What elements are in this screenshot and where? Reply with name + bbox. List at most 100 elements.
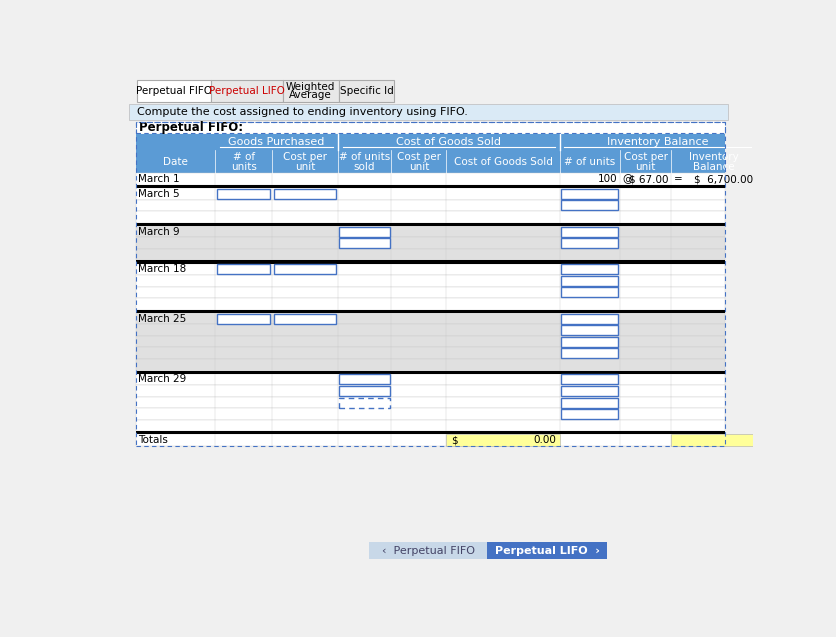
Bar	[273, 264, 336, 275]
Bar	[135, 134, 724, 150]
Bar	[273, 189, 336, 199]
Bar	[339, 397, 390, 408]
Bar	[560, 189, 618, 199]
Bar	[217, 189, 270, 199]
Bar	[211, 80, 283, 102]
Text: Perpetual FIFO:: Perpetual FIFO:	[139, 121, 242, 134]
Text: March 25: March 25	[138, 313, 186, 324]
Bar	[487, 542, 606, 559]
Text: Date: Date	[163, 157, 188, 167]
Text: March 9: March 9	[138, 227, 180, 236]
Bar	[446, 434, 559, 446]
Bar	[135, 374, 724, 385]
Bar	[560, 287, 618, 297]
Text: Balance: Balance	[691, 162, 733, 171]
Bar	[560, 386, 618, 396]
Bar	[560, 348, 618, 358]
Text: Weighted: Weighted	[286, 82, 335, 92]
Text: Perpetual FIFO: Perpetual FIFO	[135, 86, 212, 96]
Bar	[560, 276, 618, 286]
Text: Inventory: Inventory	[688, 152, 737, 162]
Bar	[273, 313, 336, 324]
Bar	[135, 313, 724, 324]
Text: units: units	[231, 162, 257, 171]
Bar	[135, 185, 724, 188]
Text: Cost per: Cost per	[283, 152, 327, 162]
Bar	[135, 238, 724, 249]
Text: sold: sold	[354, 162, 375, 171]
Text: Compute the cost assigned to ending inventory using FIFO.: Compute the cost assigned to ending inve…	[137, 107, 467, 117]
Text: March 1: March 1	[138, 175, 180, 184]
Text: Average: Average	[289, 90, 332, 100]
Text: Perpetual LIFO: Perpetual LIFO	[209, 86, 284, 96]
Bar	[560, 375, 618, 385]
Text: # of units: # of units	[339, 152, 390, 162]
Text: March 18: March 18	[138, 264, 186, 275]
Text: 100: 100	[598, 175, 617, 184]
Bar	[560, 409, 618, 419]
Text: Cost of Goods Sold: Cost of Goods Sold	[395, 138, 501, 147]
Text: Cost of Goods Sold: Cost of Goods Sold	[453, 157, 552, 167]
Bar	[339, 386, 390, 396]
Bar	[135, 371, 724, 374]
Bar	[135, 310, 724, 313]
Bar	[135, 385, 724, 397]
Bar	[135, 298, 724, 310]
Bar	[135, 122, 724, 446]
Bar	[670, 434, 755, 446]
Bar	[283, 80, 339, 102]
Bar	[135, 287, 724, 298]
Bar	[135, 434, 724, 446]
Bar	[135, 150, 724, 173]
Text: Totals: Totals	[138, 435, 168, 445]
Bar	[135, 173, 724, 185]
Text: Perpetual LIFO  ›: Perpetual LIFO ›	[494, 546, 599, 555]
Text: unit: unit	[294, 162, 315, 171]
Bar	[217, 264, 270, 275]
Bar	[560, 397, 618, 408]
Text: # of: # of	[232, 152, 254, 162]
Text: ‹  Perpetual FIFO: ‹ Perpetual FIFO	[381, 546, 475, 555]
Bar	[135, 223, 724, 226]
Text: $  6,700.00: $ 6,700.00	[693, 175, 752, 184]
Bar	[560, 238, 618, 248]
Bar	[339, 227, 390, 236]
Bar	[135, 249, 724, 261]
Bar	[135, 264, 724, 275]
Bar	[135, 397, 724, 408]
Bar	[339, 375, 390, 385]
Text: =: =	[673, 175, 681, 184]
Bar	[560, 264, 618, 275]
Bar	[560, 201, 618, 210]
Text: Cost per: Cost per	[623, 152, 667, 162]
Bar	[135, 226, 724, 238]
Bar	[560, 337, 618, 347]
Bar	[137, 80, 211, 102]
Bar	[560, 313, 618, 324]
Bar	[339, 238, 390, 248]
Text: @: @	[622, 175, 632, 184]
Bar	[135, 408, 724, 420]
Text: # of units: # of units	[563, 157, 614, 167]
Bar	[560, 227, 618, 236]
Bar	[339, 80, 394, 102]
Bar	[135, 324, 724, 336]
Bar	[368, 542, 488, 559]
Bar	[135, 275, 724, 287]
Bar	[560, 325, 618, 335]
Text: Specific Id: Specific Id	[339, 86, 393, 96]
Bar	[217, 313, 270, 324]
Text: March 29: March 29	[138, 375, 186, 385]
Bar	[135, 122, 724, 132]
Bar	[135, 199, 724, 211]
Text: Inventory Balance: Inventory Balance	[606, 138, 707, 147]
Bar	[135, 359, 724, 371]
Text: 0.00: 0.00	[533, 435, 556, 445]
Bar	[135, 261, 724, 264]
Bar	[130, 104, 726, 120]
Text: $: $	[451, 435, 457, 445]
Bar	[135, 188, 724, 199]
Text: Cost per: Cost per	[396, 152, 441, 162]
Text: unit: unit	[635, 162, 655, 171]
Text: $ 67.00: $ 67.00	[629, 175, 668, 184]
